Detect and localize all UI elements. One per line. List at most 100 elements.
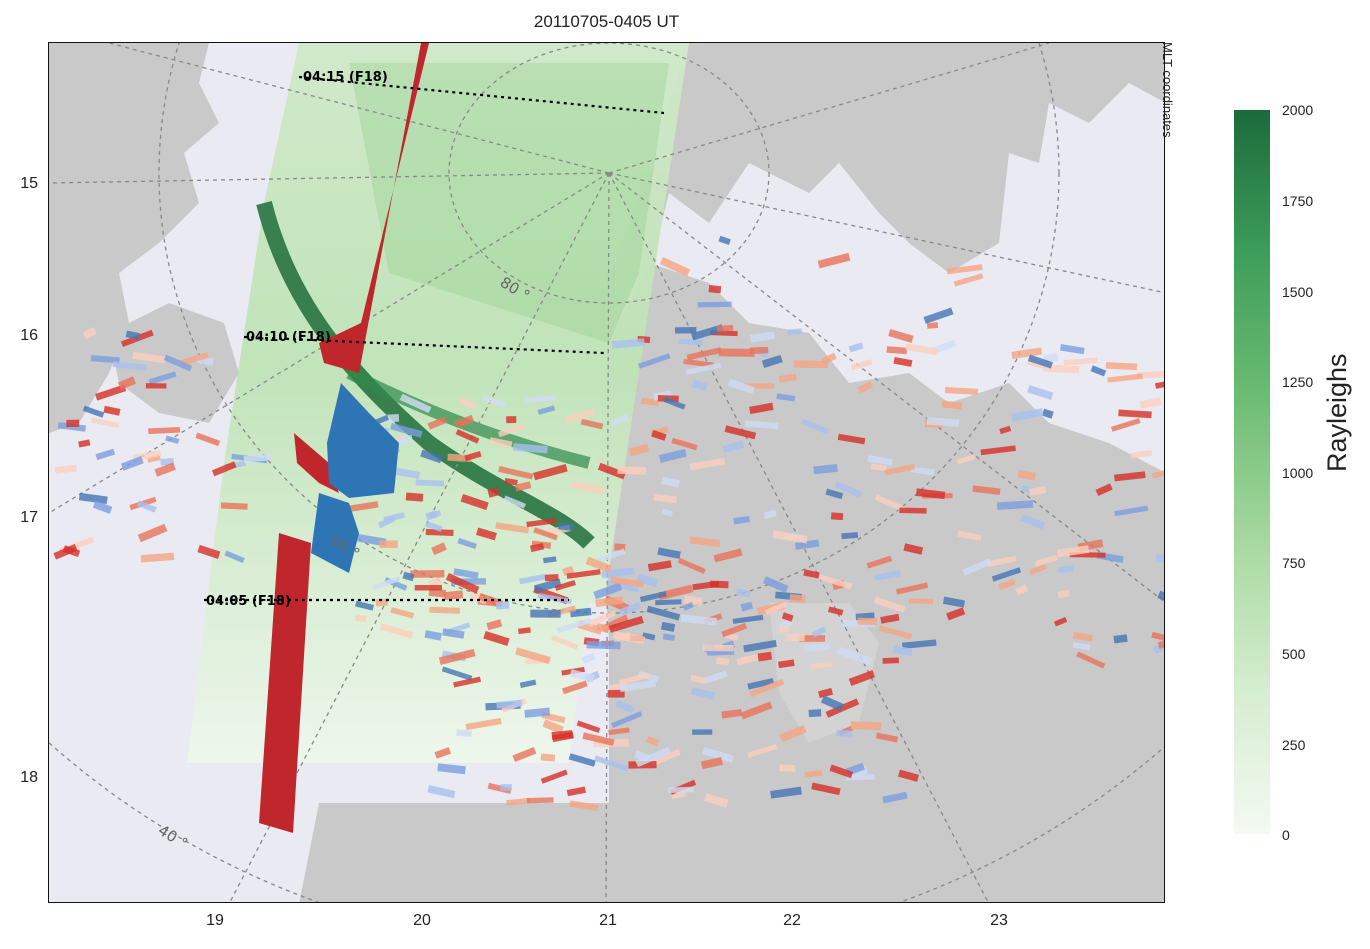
blue-flow-lower [311,493,359,573]
velocity-vector [817,252,851,269]
colorbar-tick-1000: 1000 [1282,465,1314,481]
velocity-vector [1154,376,1164,389]
velocity-vector [874,570,901,582]
colorbar-tick-1500: 1500 [1282,284,1314,300]
map-panel[interactable]: 80 ° 60 ° 40 ° 04:15 (F18) 04:10 (F18) 0… [48,42,1165,903]
velocity-vector [392,467,421,480]
velocity-vector [445,573,480,594]
velocity-vector [608,727,630,736]
velocity-vector [689,536,721,548]
velocity-vector [1027,354,1053,369]
velocity-vector [635,746,671,768]
velocity-vector [884,463,916,476]
velocity-vector [874,494,907,513]
land-greenland [609,43,1164,283]
velocity-vector [148,371,177,385]
velocity-vector [424,630,442,641]
velocity-vector [675,326,697,334]
velocity-vector [658,584,694,601]
velocity-vector [596,548,626,564]
velocity-vector [850,721,882,731]
velocity-vector [562,680,588,695]
velocity-vector [923,307,954,324]
velocity-vector [685,362,722,375]
velocity-vector [1076,651,1106,669]
velocity-vector [396,434,414,446]
velocity-vector [498,466,534,480]
velocity-vector [402,571,415,582]
velocity-vector [441,666,473,681]
velocity-vector [431,542,447,556]
velocity-vector [857,617,877,626]
velocity-vector [999,425,1012,435]
velocity-vector [612,631,646,645]
velocity-vector [659,256,691,277]
velocity-vector [680,614,717,626]
velocity-vector [1072,632,1093,642]
velocity-vector [529,542,545,553]
velocity-vector [702,747,735,763]
velocity-vector [1043,364,1080,374]
velocity-vector [779,764,796,772]
velocity-vector [1060,344,1085,355]
blue-flow-upper [327,383,399,498]
velocity-vector [540,753,556,762]
velocity-vector [811,782,841,796]
velocity-vector [972,485,1001,496]
velocity-vector [926,322,939,329]
velocity-vector [607,580,640,593]
x-tick-23: 23 [990,912,1008,929]
velocity-vector [595,622,610,634]
velocity-vector [377,516,396,529]
velocity-vector [566,786,586,797]
velocity-vector [811,626,827,638]
velocity-vector [848,670,876,686]
velocity-vector [425,510,438,521]
velocity-vector [787,328,802,336]
velocity-vector [66,419,80,428]
velocity-vector [647,560,672,572]
velocity-vector [82,405,105,418]
velocity-vector [597,462,626,480]
velocity-vector [434,747,452,759]
velocity-vector [1151,468,1164,479]
velocity-vector [781,612,794,622]
velocity-vector [570,480,604,495]
velocity-vector [497,423,524,438]
colorbar-tick-250: 250 [1282,737,1306,753]
velocity-vector [749,346,769,354]
velocity-vector [873,596,906,613]
velocity-vector [803,569,820,579]
velocity-vector [740,601,754,612]
velocity-vector [1114,505,1149,517]
velocity-vector [464,450,482,462]
velocity-vector [980,445,1016,456]
velocity-vector [90,355,120,364]
velocity-vector [503,495,526,509]
velocity-vector [942,596,965,608]
velocity-vector [533,464,568,481]
velocity-vector [636,573,659,588]
velocity-vector [593,582,623,600]
x-tick-20: 20 [413,912,431,929]
velocity-vector [524,707,551,718]
colorbar-tick-1250: 1250 [1282,374,1314,390]
velocity-vector [1072,642,1091,651]
velocity-vector [427,416,448,430]
velocity-vector [619,672,650,686]
velocity-vector [899,507,927,514]
velocity-vector [953,273,984,287]
velocity-vector [581,652,596,664]
velocity-vector [197,544,221,559]
velocity-vector [733,515,750,525]
velocity-vector [517,627,531,635]
velocity-vector [834,481,863,498]
velocity-vector [512,747,537,763]
velocity-vector [690,687,716,700]
velocity-vector [901,639,937,650]
velocity-vector [586,640,621,650]
velocity-vector [420,449,443,464]
velocity-vector [716,324,734,332]
velocity-vector [689,457,726,471]
velocity-vector [646,605,681,621]
